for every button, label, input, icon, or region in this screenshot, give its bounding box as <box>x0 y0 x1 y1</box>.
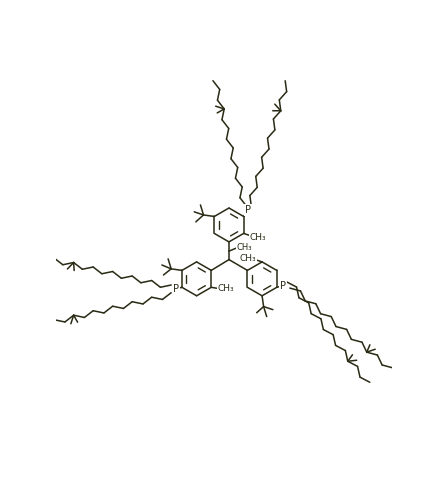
Text: P: P <box>280 281 286 291</box>
Text: P: P <box>245 205 251 215</box>
Text: P: P <box>173 284 179 294</box>
Text: CH₃: CH₃ <box>236 243 252 252</box>
Text: CH₃: CH₃ <box>239 253 256 262</box>
Text: CH₃: CH₃ <box>218 284 234 294</box>
Text: CH₃: CH₃ <box>250 233 267 242</box>
